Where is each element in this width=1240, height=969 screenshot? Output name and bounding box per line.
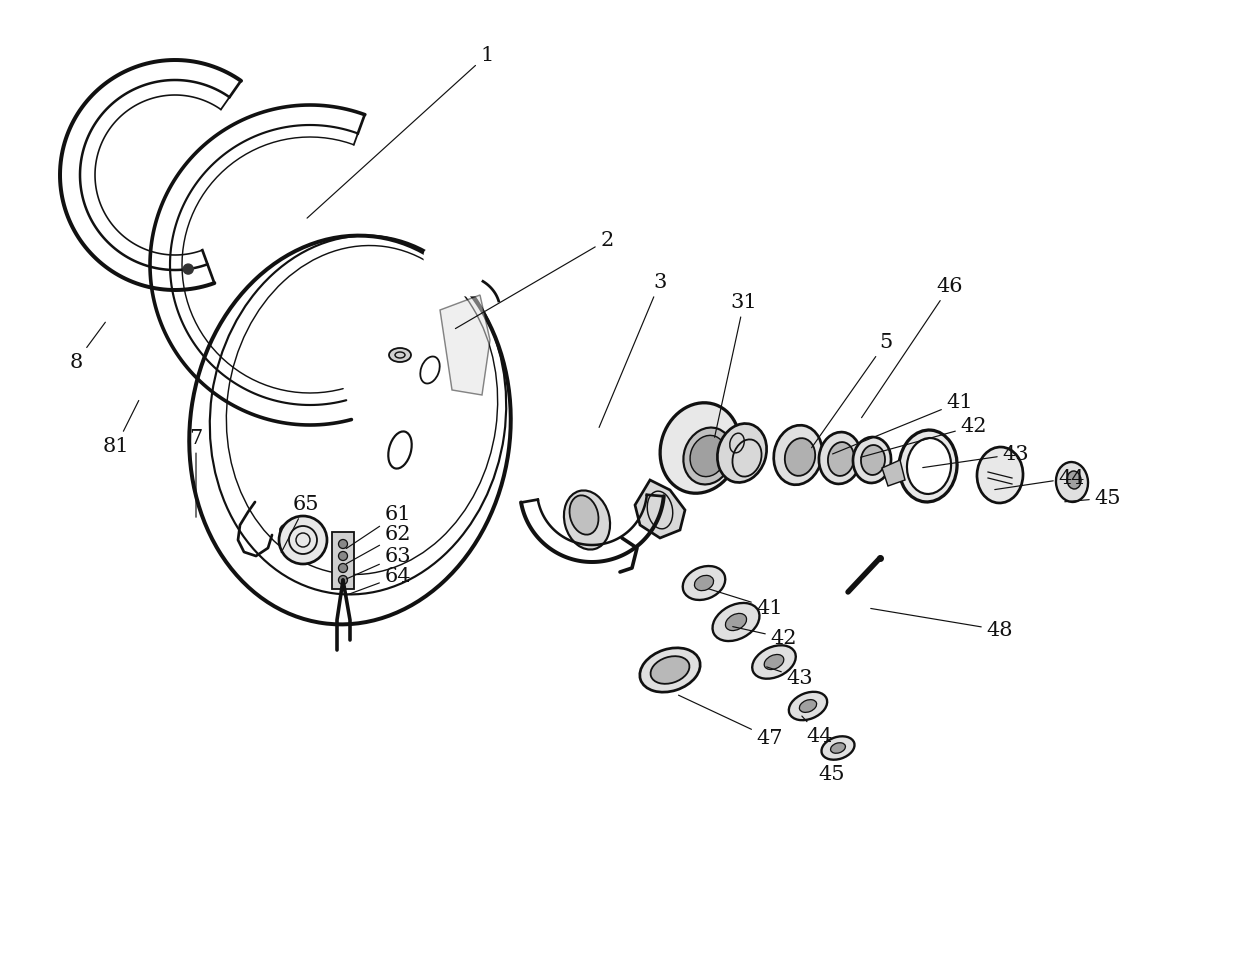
Text: 31: 31 bbox=[714, 293, 758, 437]
Text: 64: 64 bbox=[347, 567, 412, 595]
Text: 46: 46 bbox=[862, 276, 963, 418]
Ellipse shape bbox=[1066, 471, 1081, 489]
Ellipse shape bbox=[694, 576, 713, 591]
Circle shape bbox=[339, 564, 347, 573]
Text: 44: 44 bbox=[802, 716, 833, 745]
Ellipse shape bbox=[718, 423, 766, 483]
Text: 5: 5 bbox=[812, 332, 893, 448]
Ellipse shape bbox=[818, 432, 861, 484]
Ellipse shape bbox=[800, 700, 817, 712]
Ellipse shape bbox=[764, 654, 784, 670]
Ellipse shape bbox=[906, 438, 951, 494]
Text: 61: 61 bbox=[346, 505, 412, 548]
Ellipse shape bbox=[713, 603, 759, 641]
Ellipse shape bbox=[1056, 462, 1087, 502]
Text: 8: 8 bbox=[69, 323, 105, 371]
Ellipse shape bbox=[899, 430, 957, 502]
Text: 65: 65 bbox=[281, 494, 319, 552]
Circle shape bbox=[339, 540, 347, 548]
Circle shape bbox=[339, 576, 347, 584]
Polygon shape bbox=[882, 460, 905, 486]
Text: 3: 3 bbox=[599, 272, 667, 427]
Ellipse shape bbox=[389, 348, 410, 362]
Ellipse shape bbox=[280, 523, 300, 537]
Text: 43: 43 bbox=[923, 445, 1029, 468]
Text: 45: 45 bbox=[818, 759, 846, 784]
Text: 7: 7 bbox=[190, 428, 202, 517]
Ellipse shape bbox=[828, 442, 854, 476]
Text: 62: 62 bbox=[346, 525, 412, 564]
Ellipse shape bbox=[640, 648, 701, 692]
Text: 41: 41 bbox=[832, 392, 973, 453]
Ellipse shape bbox=[831, 742, 846, 753]
Circle shape bbox=[184, 265, 193, 274]
Ellipse shape bbox=[753, 645, 796, 678]
Ellipse shape bbox=[564, 490, 610, 549]
Text: 42: 42 bbox=[733, 627, 797, 647]
Circle shape bbox=[279, 516, 327, 564]
Polygon shape bbox=[635, 480, 684, 538]
Ellipse shape bbox=[977, 447, 1023, 503]
Ellipse shape bbox=[651, 656, 689, 684]
Ellipse shape bbox=[683, 566, 725, 600]
Text: 42: 42 bbox=[861, 417, 987, 457]
Text: 43: 43 bbox=[766, 667, 813, 687]
Text: 44: 44 bbox=[994, 468, 1085, 489]
Text: 41: 41 bbox=[708, 589, 784, 617]
Text: 45: 45 bbox=[1065, 488, 1121, 508]
Circle shape bbox=[339, 551, 347, 560]
Ellipse shape bbox=[689, 435, 725, 477]
Ellipse shape bbox=[683, 427, 733, 484]
Ellipse shape bbox=[569, 495, 599, 535]
Text: 63: 63 bbox=[346, 547, 412, 578]
Text: 81: 81 bbox=[103, 400, 139, 455]
Ellipse shape bbox=[789, 692, 827, 720]
FancyBboxPatch shape bbox=[332, 532, 353, 589]
FancyBboxPatch shape bbox=[425, 250, 495, 295]
Text: 2: 2 bbox=[455, 231, 614, 328]
Ellipse shape bbox=[861, 445, 885, 475]
Ellipse shape bbox=[785, 438, 815, 476]
Text: 48: 48 bbox=[870, 609, 1013, 640]
Text: 1: 1 bbox=[308, 46, 494, 218]
Text: 47: 47 bbox=[678, 695, 784, 747]
Ellipse shape bbox=[821, 736, 854, 760]
Polygon shape bbox=[440, 295, 490, 395]
Ellipse shape bbox=[660, 403, 740, 493]
Ellipse shape bbox=[774, 425, 822, 484]
Ellipse shape bbox=[725, 613, 746, 631]
Ellipse shape bbox=[853, 437, 892, 483]
